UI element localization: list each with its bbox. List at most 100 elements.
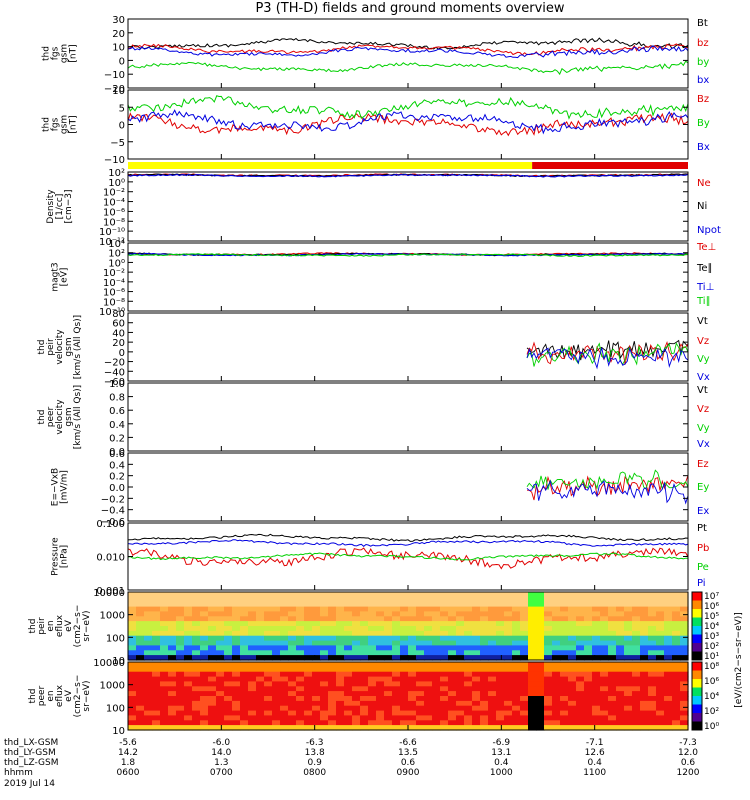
colorbar-segment (692, 687, 702, 690)
heatmap-cell (496, 640, 505, 647)
heatmap-cell (552, 611, 561, 617)
heatmap-cell (384, 621, 393, 627)
x-tick-label: 0.6 (681, 758, 696, 768)
heatmap-cell (136, 592, 145, 598)
heatmap-cell (240, 601, 249, 608)
heatmap-cell (288, 715, 297, 721)
heatmap-cell (256, 681, 265, 687)
heatmap-cell (608, 630, 617, 637)
heatmap-cell (664, 720, 673, 726)
heatmap-cell (568, 666, 577, 673)
heatmap-cell (264, 666, 273, 673)
heatmap-cell (336, 700, 345, 707)
heatmap-cell (456, 606, 465, 613)
heatmap-cell (600, 671, 609, 678)
heatmap-cell (192, 671, 201, 678)
heatmap-cell (192, 592, 201, 598)
y-axis-label: (cm2−s− (73, 605, 83, 648)
heatmap-cell (664, 691, 673, 697)
legend-peir_vel-Vt: Vt (697, 316, 708, 327)
heatmap-cell (584, 696, 593, 702)
heatmap-cell (208, 720, 217, 726)
heatmap-cell (568, 655, 577, 661)
heatmap-cell (256, 662, 265, 668)
heatmap-cell (528, 596, 537, 603)
panel-frame (127, 89, 689, 160)
heatmap-cell (248, 715, 257, 721)
y-tick-label: 5 (119, 103, 125, 114)
heatmap-cell (248, 611, 257, 617)
heatmap-cell (352, 686, 361, 692)
heatmap-cell (624, 705, 633, 712)
heatmap-cell (288, 592, 297, 598)
heatmap-cell (216, 681, 225, 687)
heatmap-cell (616, 662, 625, 668)
heatmap-cell (264, 691, 273, 697)
y-tick-label: 10 (112, 43, 125, 54)
heatmap-cell (584, 640, 593, 647)
heatmap-cell (240, 621, 249, 627)
heatmap-cell (448, 720, 457, 726)
heatmap-cell (312, 710, 321, 717)
heatmap-cell (432, 715, 441, 721)
colorbar-segment (692, 646, 702, 649)
colorbar-segment (692, 632, 702, 635)
colorbar-segment (692, 654, 702, 658)
legend-efield-Ex: Ex (697, 506, 709, 517)
heatmap-cell (672, 630, 681, 637)
heatmap-cell (256, 715, 265, 721)
heatmap-cell (320, 710, 329, 717)
x-row-label: hhmm (4, 768, 33, 778)
heatmap-cell (152, 666, 161, 673)
heatmap-cell (432, 601, 441, 608)
heatmap-cell (248, 596, 257, 603)
heatmap-cell (664, 681, 673, 687)
heatmap-cell (608, 710, 617, 717)
y-axis-label: eV (64, 619, 74, 632)
heatmap-cell (576, 621, 585, 627)
heatmap-cell (232, 635, 241, 642)
heatmap-cell (360, 662, 369, 668)
heatmap-cell (600, 626, 609, 632)
x-tick-label: 0.4 (494, 758, 509, 768)
heatmap-cell (624, 621, 633, 627)
heatmap-cell (280, 621, 289, 627)
heatmap-cell (648, 666, 657, 673)
heatmap-cell (552, 725, 561, 731)
heatmap-cell (616, 601, 625, 608)
heatmap-cell (272, 601, 281, 608)
heatmap-cell (488, 700, 497, 707)
heatmap-cell (544, 601, 553, 608)
heatmap-cell (384, 691, 393, 697)
heatmap-cell (304, 686, 313, 692)
heatmap-cell (376, 592, 385, 598)
heatmap-cell (584, 596, 593, 603)
heatmap-cell (440, 710, 449, 717)
heatmap-cell (600, 720, 609, 726)
heatmap-cell (392, 645, 401, 651)
series-efield-Ey (526, 469, 689, 491)
legend-peir_vel-Vz: Vz (697, 336, 709, 347)
heatmap-cell (272, 715, 281, 721)
heatmap-cell (344, 662, 353, 668)
colorbar-segment (692, 627, 702, 630)
heatmap-cell (408, 645, 417, 651)
heatmap-cell (504, 666, 513, 673)
heatmap-cell (224, 596, 233, 603)
heatmap-cell (408, 696, 417, 702)
heatmap-cell (480, 662, 489, 668)
heatmap-cell (608, 686, 617, 692)
heatmap-cell (208, 700, 217, 707)
heatmap-cell (392, 650, 401, 656)
heatmap-cell (416, 640, 425, 647)
heatmap-cell (168, 630, 177, 637)
heatmap-cell (568, 725, 577, 731)
colorbar-tick-label: 10⁴ (704, 692, 719, 702)
heatmap-cell (384, 700, 393, 707)
heatmap-cell (544, 621, 553, 627)
heatmap-cell (128, 700, 137, 707)
heatmap-cell (312, 705, 321, 712)
heatmap-cell (152, 700, 161, 707)
heatmap-cell (616, 710, 625, 717)
heatmap-cell (200, 645, 209, 651)
